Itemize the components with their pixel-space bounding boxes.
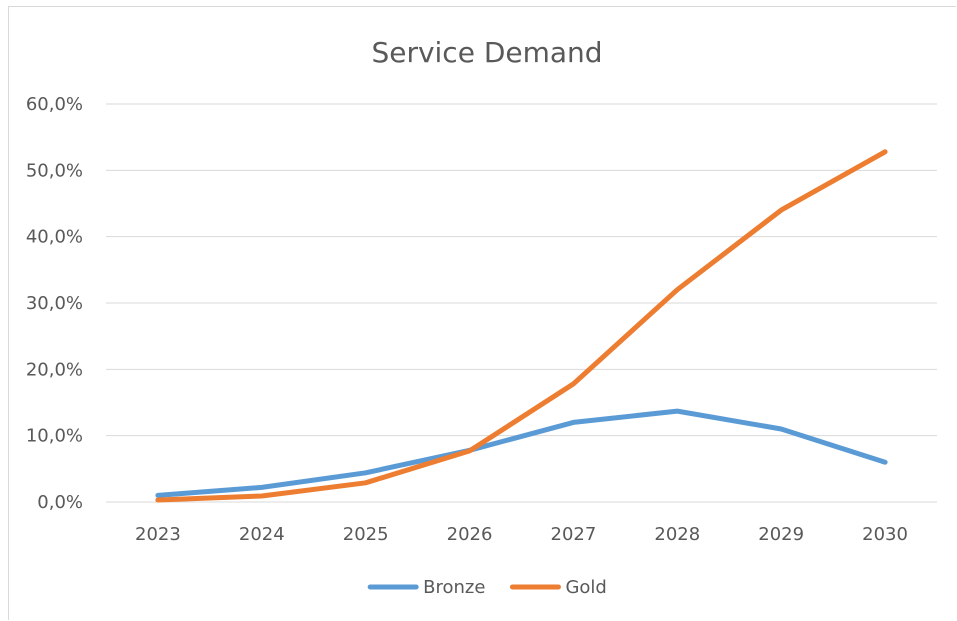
legend-item-gold: Gold <box>509 577 607 598</box>
series-lines <box>155 149 888 503</box>
x-tick-label: 2023 <box>135 524 181 545</box>
y-tick-label: 30,0% <box>26 293 83 314</box>
legend-label: Gold <box>565 577 606 598</box>
legend-label: Bronze <box>423 577 485 598</box>
gridlines <box>106 103 937 503</box>
legend: Bronze Gold <box>367 577 607 598</box>
x-tick-label: 2024 <box>239 524 285 545</box>
y-tick-label: 60,0% <box>26 94 83 115</box>
y-tick-label: 0,0% <box>37 492 83 513</box>
series-line-gold <box>155 149 888 503</box>
x-tick-label: 2030 <box>862 524 908 545</box>
chart-title: Service Demand <box>371 36 602 69</box>
legend-item-bronze: Bronze <box>367 577 485 598</box>
x-axis: 2023 2024 2025 2026 2027 2028 2029 2030 <box>135 524 908 545</box>
x-tick-label: 2025 <box>343 524 389 545</box>
y-tick-label: 10,0% <box>26 426 83 447</box>
x-tick-label: 2027 <box>551 524 597 545</box>
chart-area <box>8 6 956 620</box>
y-tick-label: 20,0% <box>26 359 83 380</box>
y-tick-label: 40,0% <box>26 227 83 248</box>
y-axis: 0,0% 10,0% 20,0% 30,0% 40,0% 50,0% 60,0% <box>26 94 83 513</box>
x-tick-label: 2028 <box>654 524 700 545</box>
x-tick-label: 2026 <box>447 524 493 545</box>
y-tick-label: 50,0% <box>26 160 83 181</box>
x-tick-label: 2029 <box>758 524 804 545</box>
series-line-bronze <box>155 408 888 498</box>
